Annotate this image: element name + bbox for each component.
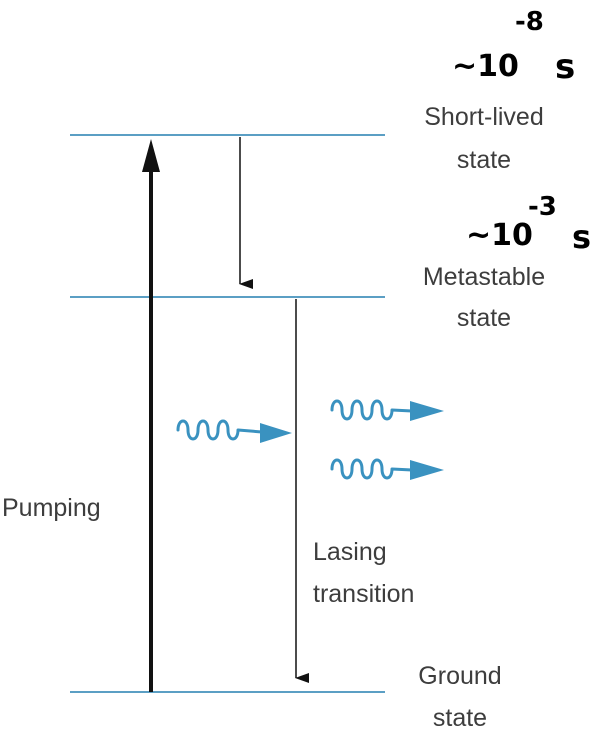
metastable-lifetime-unit: s	[572, 218, 591, 256]
pumping-arrow-head	[142, 139, 160, 172]
metastable-lifetime-exponent: -3	[528, 192, 557, 222]
metastable-label-line1: Metastable	[423, 263, 545, 291]
short-lifetime-unit: s	[555, 47, 575, 87]
ground-label-line1: Ground	[418, 662, 501, 690]
incoming-photon-icon	[176, 419, 292, 443]
short-lived-label-line1: Short-lived	[424, 103, 544, 131]
emitted-photon-icon	[330, 399, 444, 421]
short-lived-label-line2: state	[457, 146, 511, 174]
short-lifetime-exponent: -8	[515, 7, 544, 37]
lasing-label-line1: Lasing	[313, 538, 387, 566]
metastable-lifetime-annotation: ~10 -3 s	[466, 192, 591, 256]
metastable-label-line2: state	[457, 304, 511, 332]
pumping-label: Pumping	[2, 494, 101, 522]
short-lifetime-annotation: ~10 -8 s	[452, 7, 575, 87]
lasing-label-line2: transition	[313, 580, 414, 608]
stimulated-photon-icon	[330, 458, 444, 480]
short-lifetime-prefix: ~10	[452, 49, 519, 84]
ground-label-line2: state	[433, 704, 487, 732]
metastable-lifetime-prefix: ~10	[466, 218, 533, 253]
